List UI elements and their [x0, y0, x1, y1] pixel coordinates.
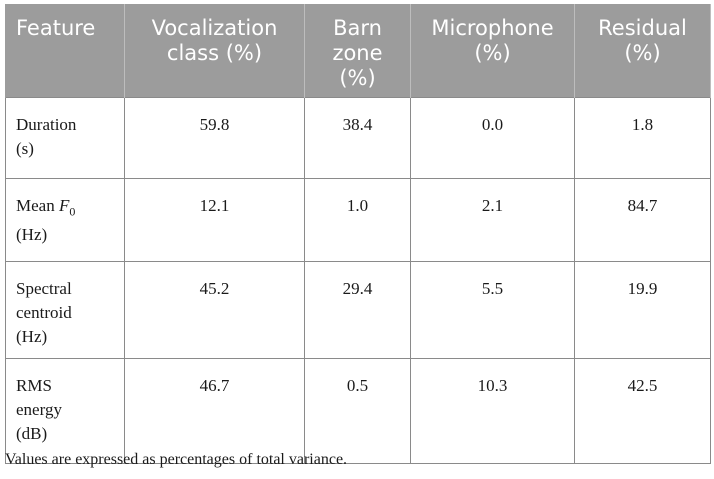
vocalization-class-value: 59.8: [124, 97, 305, 179]
residual-value: 1.8: [574, 97, 711, 179]
feature-cell: Mean F0 (Hz): [5, 178, 125, 262]
variance-table: Feature Vocalization class (%) Barn zone…: [5, 4, 711, 464]
feature-cell: RMS energy (dB): [5, 358, 125, 464]
microphone-value: 5.5: [410, 261, 575, 359]
feature-name: Spectral centroid: [16, 279, 72, 322]
feature-unit: (s): [16, 139, 34, 158]
barn-zone-value: 38.4: [304, 97, 411, 179]
header-feature: Feature: [5, 4, 125, 98]
header-microphone: Microphone (%): [410, 4, 575, 98]
vocalization-class-value: 12.1: [124, 178, 305, 262]
table-row: RMS energy (dB) 46.7 0.5 10.3 42.5: [5, 358, 711, 464]
microphone-value: 10.3: [410, 358, 575, 464]
header-row: Feature Vocalization class (%) Barn zone…: [5, 4, 711, 98]
microphone-value: 0.0: [410, 97, 575, 179]
barn-zone-value: 1.0: [304, 178, 411, 262]
residual-value: 19.9: [574, 261, 711, 359]
barn-zone-value: 29.4: [304, 261, 411, 359]
table-row: Mean F0 (Hz) 12.1 1.0 2.1 84.7: [5, 178, 711, 262]
barn-zone-value: 0.5: [304, 358, 411, 464]
microphone-value: 2.1: [410, 178, 575, 262]
feature-unit: (Hz): [16, 225, 48, 245]
vocalization-class-value: 46.7: [124, 358, 305, 464]
feature-cell: Duration (s): [5, 97, 125, 179]
header-residual: Residual (%): [574, 4, 711, 98]
feature-name: RMS energy: [16, 376, 62, 419]
header-barn-zone: Barn zone (%): [304, 4, 411, 98]
vocalization-class-value: 45.2: [124, 261, 305, 359]
table-footnote: Values are expressed as percentages of t…: [5, 451, 348, 468]
table-row: Duration (s) 59.8 38.4 0.0 1.8: [5, 97, 711, 179]
feature-name: Mean: [16, 196, 55, 215]
feature-cell: Spectral centroid (Hz): [5, 261, 125, 359]
feature-name: Duration: [16, 115, 77, 134]
feature-unit: (Hz): [16, 327, 48, 346]
residual-value: 42.5: [574, 358, 711, 464]
f0-symbol: F0: [58, 196, 76, 219]
header-vocalization-class: Vocalization class (%): [124, 4, 305, 98]
residual-value: 84.7: [574, 178, 711, 262]
table-row: Spectral centroid (Hz) 45.2 29.4 5.5 19.…: [5, 261, 711, 359]
feature-unit: (dB): [16, 424, 48, 443]
